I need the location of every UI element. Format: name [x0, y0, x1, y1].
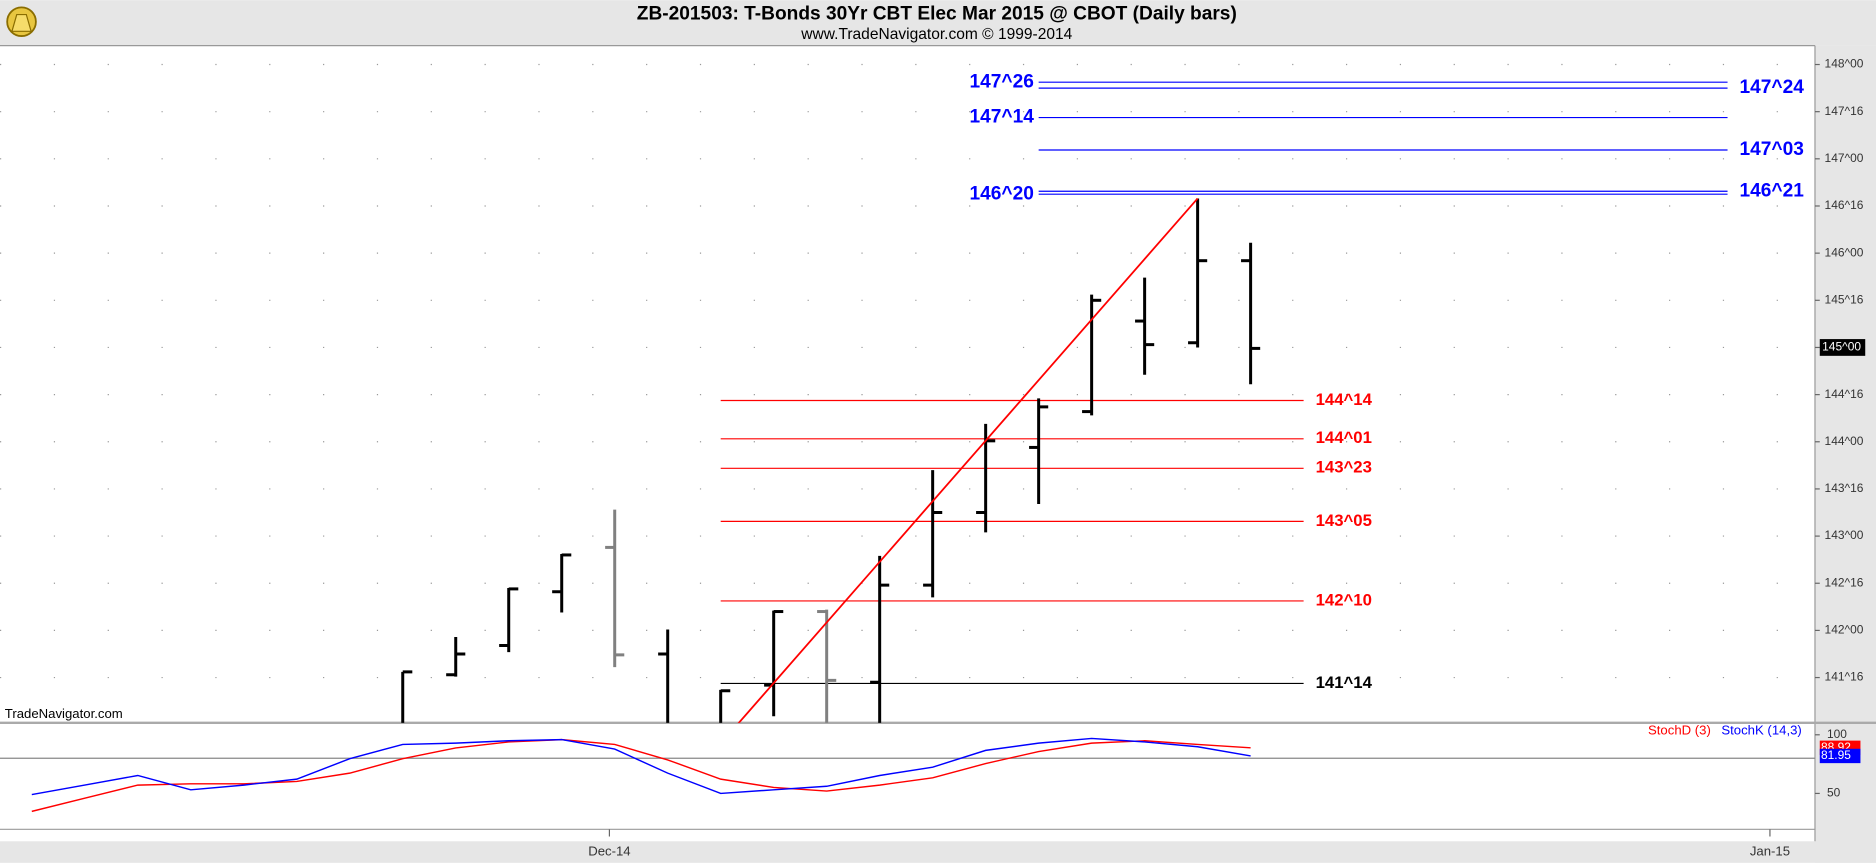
y-tick-label: 147^16: [1825, 104, 1864, 118]
level-label: 146^21: [1740, 180, 1805, 201]
logo: [6, 6, 37, 37]
chart-subtitle: www.TradeNavigator.com © 1999-2014: [800, 26, 1072, 43]
y-tick-label: 143^16: [1825, 481, 1864, 495]
y-tick-label: 145^16: [1825, 292, 1864, 306]
level-label: 141^14: [1316, 673, 1373, 692]
trend-line: [737, 197, 1199, 723]
level-label: 144^14: [1316, 390, 1373, 409]
y-tick-label: 50: [1827, 786, 1841, 800]
stoch-line: [31, 738, 1251, 813]
level-label: 143^05: [1316, 511, 1372, 530]
y-tick-label: 146^16: [1825, 198, 1864, 212]
watermark: TradeNavigator.com: [5, 706, 123, 721]
chart-title: ZB-201503: T-Bonds 30Yr CBT Elec Mar 201…: [637, 4, 1237, 25]
last-price-label: 145^00: [1822, 340, 1861, 354]
y-tick-label: 144^00: [1825, 434, 1864, 448]
level-label: 147^03: [1740, 139, 1804, 160]
y-tick-label: 143^00: [1825, 528, 1864, 542]
level-label: 147^14: [970, 107, 1035, 128]
stoch-line: [31, 737, 1251, 796]
level-label: 146^20: [970, 183, 1034, 204]
level-label: 147^24: [1740, 77, 1805, 98]
last-price-tag: [1819, 339, 1866, 356]
level-label: 144^01: [1316, 428, 1372, 447]
x-tick-label: Dec-14: [588, 844, 630, 859]
y-tick-label: 147^00: [1825, 151, 1864, 165]
level-label: 142^10: [1316, 590, 1372, 609]
level-label: 147^26: [970, 71, 1034, 92]
y-tick-label: 148^00: [1825, 57, 1864, 71]
y-tick-label: 141^16: [1825, 670, 1864, 684]
annotations: 141^16 142^00 142^16 143^00 143^16 144^00 144^…: [588, 57, 1866, 859]
x-tick-label: Jan-15: [1750, 844, 1790, 859]
right-axis-band: [1814, 45, 1876, 863]
level-label: 143^23: [1316, 458, 1372, 477]
y-tick-label: 100: [1827, 727, 1847, 741]
stoch-plot: [0, 737, 1815, 813]
header-band: [0, 0, 1876, 46]
last-value-tag: [1819, 748, 1861, 764]
y-tick-label: 144^16: [1825, 387, 1864, 401]
legend-label: StochD (3): [1648, 723, 1711, 738]
bottom-axis-band: [0, 841, 1876, 863]
legend-label: StochK (14,3): [1721, 723, 1801, 738]
last-value-label: 81.95: [1821, 748, 1851, 762]
price-plot: [0, 63, 1815, 723]
y-tick-label: 142^16: [1825, 575, 1864, 589]
y-tick-label: 142^00: [1825, 623, 1864, 637]
y-tick-label: 146^00: [1825, 245, 1864, 259]
